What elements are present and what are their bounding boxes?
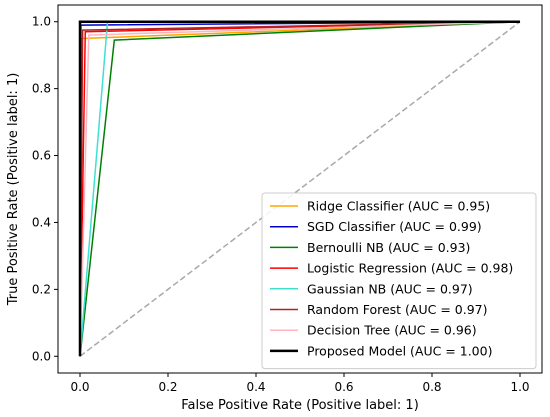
x-tick-label: 0.8	[422, 380, 441, 394]
y-tick-label: 1.0	[32, 15, 51, 29]
roc-line-7	[79, 20, 521, 357]
legend-item: Proposed Model (AUC = 1.00)	[270, 343, 492, 358]
legend-label: Bernoulli NB (AUC = 0.93)	[307, 240, 470, 255]
legend-item: Ridge Classifier (AUC = 0.95)	[270, 199, 490, 214]
roc-line-3	[79, 20, 521, 357]
y-tick-label: 0.6	[32, 149, 51, 163]
x-tick-label: 0.0	[70, 380, 89, 394]
legend-label: Decision Tree (AUC = 0.96)	[307, 323, 477, 338]
x-axis-ticks: 0.0 0.2 0.4 0.6 0.8 1.0	[70, 373, 530, 394]
roc-line-8	[78, 20, 520, 357]
x-axis-label: False Positive Rate (Positive label: 1)	[181, 398, 419, 413]
x-tick-label: 0.4	[246, 380, 265, 394]
plot-area	[57, 4, 543, 374]
legend-label: SGD Classifier (AUC = 0.99)	[307, 219, 482, 234]
legend: Ridge Classifier (AUC = 0.95) SGD Classif…	[261, 192, 537, 370]
y-tick-label: 0.4	[32, 215, 51, 229]
x-tick-label: 0.2	[158, 380, 177, 394]
legend-label: Proposed Model (AUC = 1.00)	[307, 343, 492, 358]
legend-label: Ridge Classifier (AUC = 0.95)	[307, 199, 490, 214]
chance-line	[79, 21, 521, 357]
plot-frame	[57, 4, 543, 374]
y-tick-label: 0.2	[32, 282, 51, 296]
legend-label: Gaussian NB (AUC = 0.97)	[307, 281, 473, 296]
legend-item: Decision Tree (AUC = 0.96)	[270, 323, 477, 338]
legend-item: Gaussian NB (AUC = 0.97)	[270, 281, 473, 296]
y-tick-label: 0.0	[32, 349, 51, 363]
legend-item: Logistic Regression (AUC = 0.98)	[270, 261, 513, 276]
legend-item: Random Forest (AUC = 0.97)	[270, 302, 488, 317]
legend-label: Logistic Regression (AUC = 0.98)	[307, 261, 513, 276]
y-tick-label: 0.8	[32, 82, 51, 96]
legend-box	[261, 192, 537, 370]
y-axis-label: True Positive Rate (Positive label: 1)	[6, 73, 21, 307]
x-tick-label: 0.6	[334, 380, 353, 394]
x-tick-label: 1.0	[510, 380, 529, 394]
legend-item: SGD Classifier (AUC = 0.99)	[270, 219, 482, 234]
legend-label: Random Forest (AUC = 0.97)	[307, 302, 488, 317]
y-axis-ticks: 0.0 0.2 0.4 0.6 0.8 1.0	[32, 15, 58, 363]
legend-item: Bernoulli NB (AUC = 0.93)	[270, 240, 470, 255]
